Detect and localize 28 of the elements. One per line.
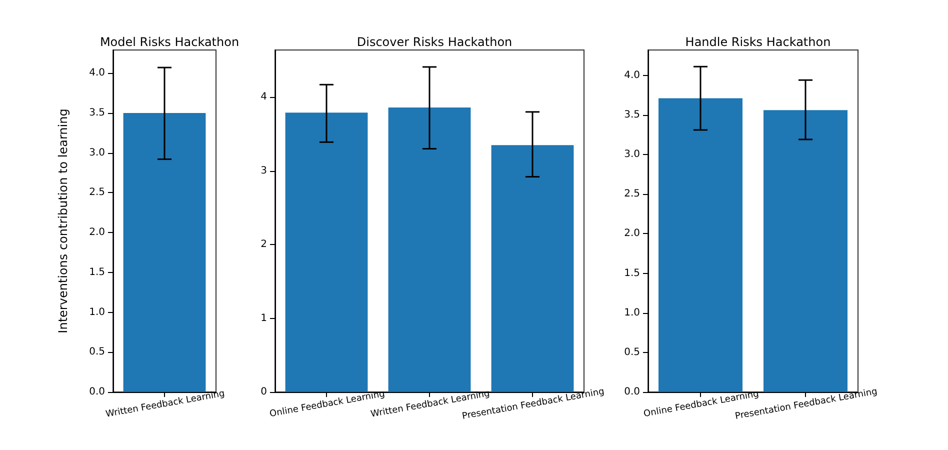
y-tick-label: 2.0: [624, 228, 640, 240]
y-tick-label: 4: [260, 92, 267, 103]
y-tick-label: 0.5: [89, 346, 105, 358]
y-tick-label: 1.5: [624, 268, 640, 279]
x-tick-label: Written Feedback Learning: [105, 389, 226, 420]
y-tick-label: 1.5: [89, 266, 105, 278]
y-tick-label: 3.0: [624, 149, 640, 160]
y-tick-label: 0: [260, 386, 267, 398]
y-tick-label: 1.0: [624, 307, 640, 318]
chart-title: Discover Risks Hackathon: [356, 35, 512, 49]
y-tick-label: 3.5: [89, 107, 105, 118]
y-tick-label: 2: [260, 239, 267, 250]
y-tick-label: 0.5: [624, 346, 640, 358]
y-axis-title: Interventions contribution to learning: [56, 108, 70, 334]
y-tick-label: 3.0: [89, 147, 105, 158]
y-tick-label: 0.0: [89, 386, 105, 398]
y-tick-label: 3.5: [624, 109, 640, 120]
y-tick-label: 3: [260, 165, 267, 176]
y-tick-label: 0.0: [624, 386, 640, 398]
y-tick-label: 2.0: [89, 227, 105, 238]
y-tick-label: 1.0: [89, 306, 105, 318]
y-tick-label: 2.5: [89, 187, 105, 198]
chart-title: Model Risks Hackathon: [100, 35, 240, 49]
y-tick-label: 2.5: [624, 188, 640, 200]
y-tick-label: 1: [260, 312, 267, 324]
chart-title: Handle Risks Hackathon: [685, 35, 831, 49]
y-tick-label: 4.0: [624, 70, 640, 81]
y-tick-label: 4.0: [89, 68, 105, 79]
